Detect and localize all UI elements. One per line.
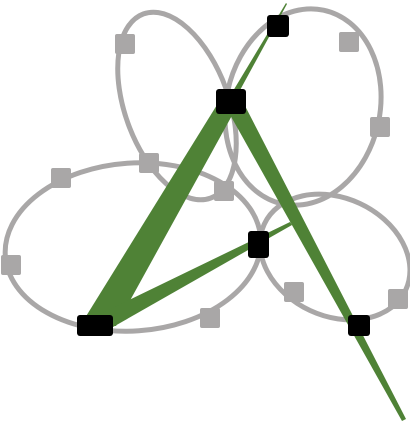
loop-node: [200, 308, 220, 328]
key-node-top: [267, 15, 289, 37]
key-node-bottom-left: [77, 315, 113, 336]
key-node-mid-right: [248, 231, 269, 258]
wedge-right-arm: [224, 100, 406, 421]
key-node-bottom-right: [348, 315, 370, 336]
loop-node: [115, 34, 135, 54]
loop-node: [284, 282, 304, 302]
wedge-bottom-arm: [92, 222, 292, 331]
loop-node: [214, 181, 234, 201]
key-node-apex: [216, 89, 246, 114]
loop-node: [139, 153, 159, 173]
loop-node-layer: [1, 32, 408, 328]
loop-node: [1, 255, 21, 275]
loop-node: [339, 32, 359, 52]
wedge-left-arm: [80, 100, 240, 326]
loop-node: [370, 117, 390, 137]
key-node-layer: [77, 15, 370, 336]
wedge-layer: [80, 3, 406, 421]
loop-node: [388, 289, 408, 309]
loop-node: [51, 168, 71, 188]
